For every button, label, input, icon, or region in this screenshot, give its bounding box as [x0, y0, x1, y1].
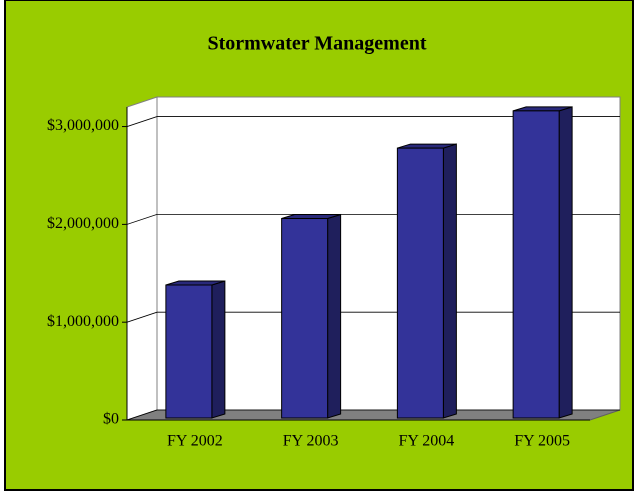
bar-front [512, 110, 560, 419]
bar [512, 106, 573, 419]
side-wall [126, 96, 158, 421]
bar [281, 213, 342, 419]
bar [165, 280, 226, 419]
x-tick-label: FY 2003 [283, 433, 339, 450]
x-tick-label: FY 2005 [514, 433, 570, 450]
y-tick-label: $2,000,000 [47, 215, 119, 232]
bar-front [396, 147, 444, 419]
chart-title: Stormwater Management [207, 33, 426, 55]
y-tick-label: $3,000,000 [47, 117, 119, 134]
bar-side [327, 213, 342, 419]
bar-front [165, 284, 213, 419]
bar-side [558, 106, 573, 419]
grid-line [126, 311, 620, 323]
y-tick-label: $0 [103, 411, 119, 428]
bar-side [211, 280, 226, 419]
x-tick-label: FY 2004 [398, 433, 454, 450]
bar-side [442, 143, 457, 419]
grid-line [126, 409, 620, 421]
y-tick-label: $1,000,000 [47, 313, 119, 330]
bar [396, 143, 457, 419]
x-tick-label: FY 2002 [167, 433, 223, 450]
bar-front [281, 218, 329, 419]
grid-line [126, 213, 620, 225]
grid-line [126, 116, 620, 127]
